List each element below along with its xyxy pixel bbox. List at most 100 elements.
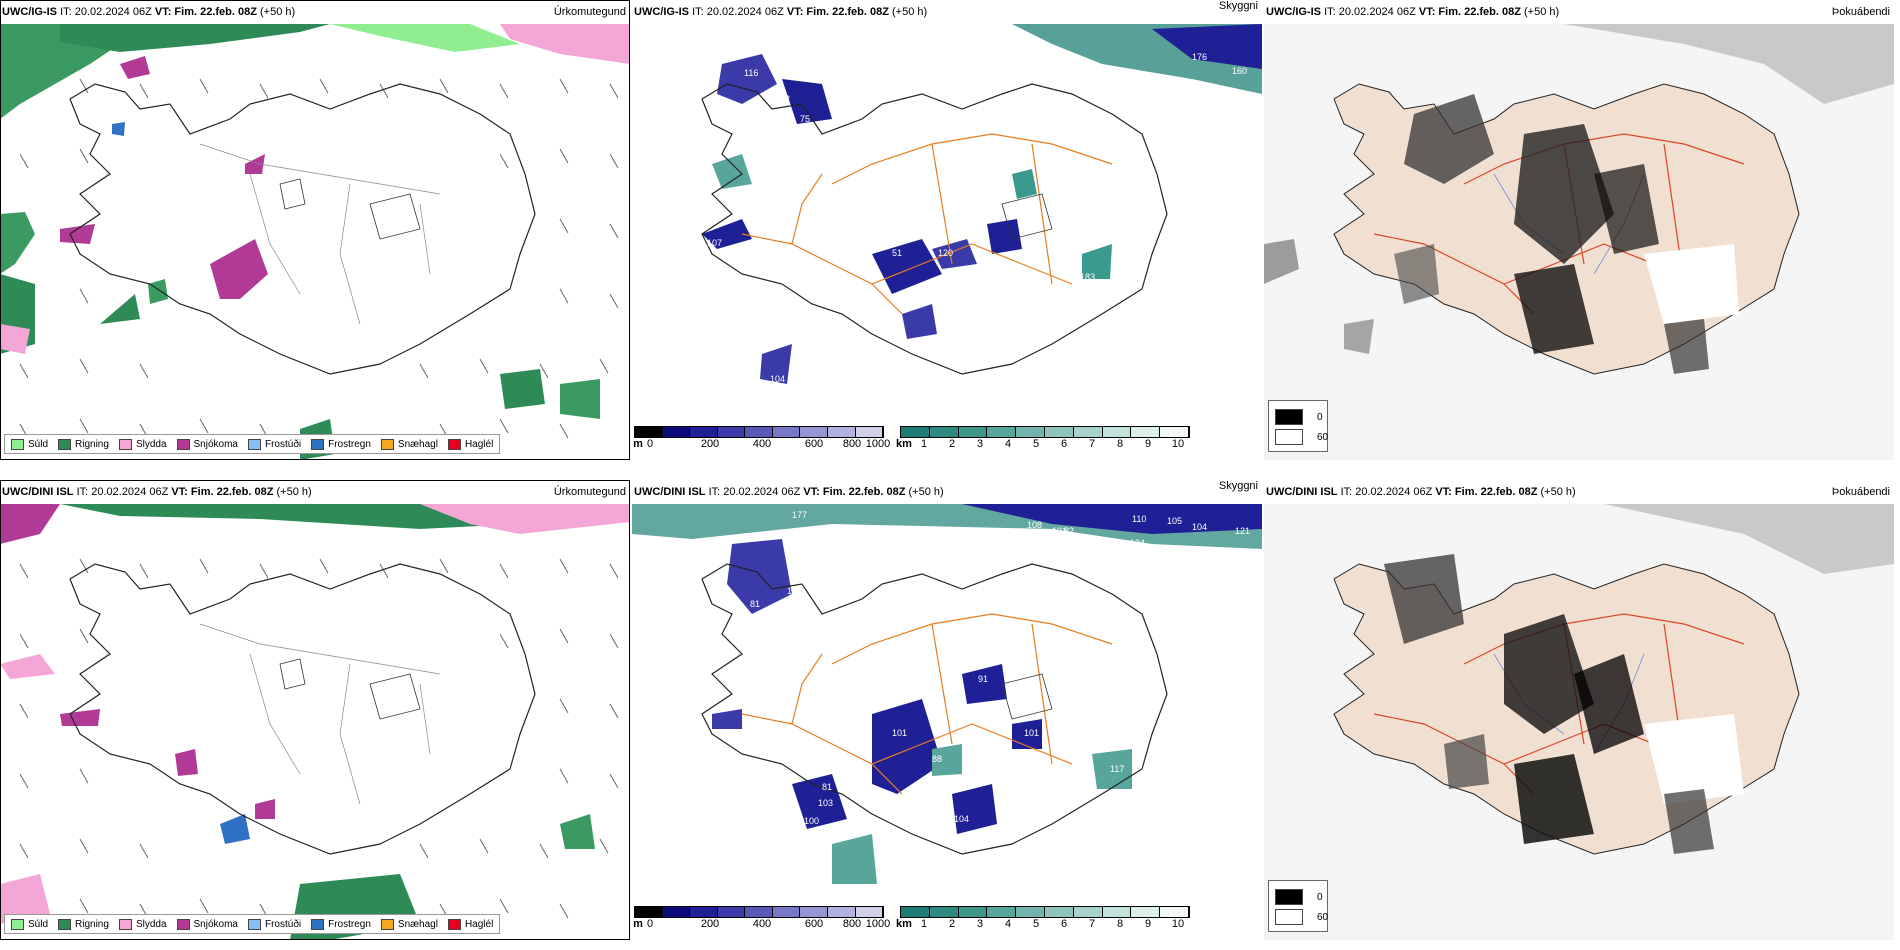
cloud-base-scale: m 0 200 400 600 800 1000 — [633, 906, 890, 930]
legend-swatch — [118, 918, 132, 930]
cloud-base-colorbar — [634, 906, 884, 918]
scale-tick: 9 — [1144, 438, 1152, 450]
panel-title: UWC/DINI ISL IT: 20.02.2024 06Z VT: Fim.… — [1266, 486, 1576, 498]
scale-tick: 800 — [842, 918, 862, 930]
cloud-visibility-panel-dini: UWC/DINI ISL IT: 20.02.2024 06Z VT: Fim.… — [632, 480, 1262, 940]
scale-tick: 9 — [1144, 918, 1152, 930]
legend-item: Rigning — [58, 438, 109, 450]
svg-text:51: 51 — [892, 248, 902, 258]
scale-tick: 4 — [1004, 918, 1012, 930]
svg-text:104: 104 — [1192, 522, 1207, 532]
scale-tick: 200 — [700, 438, 720, 450]
svg-text:104: 104 — [954, 814, 969, 824]
panel-title: UWC/IG-IS IT: 20.02.2024 06Z VT: Fim. 22… — [634, 6, 928, 18]
precip-map — [0, 504, 630, 940]
precip-type-title: Úrkomutegund — [553, 6, 626, 18]
legend-item: Snjókoma — [176, 438, 238, 450]
fog-title: Þokuábendi — [1831, 486, 1890, 498]
legend-swatch — [58, 918, 72, 930]
scale-tick: 1000 — [865, 918, 891, 930]
legend-swatch — [380, 438, 394, 450]
legend-item: Frostregn — [311, 438, 371, 450]
legend-item: Súld — [11, 438, 48, 450]
legend-swatch — [11, 918, 24, 930]
svg-text:101: 101 — [1052, 526, 1067, 536]
legend-item: Slydda — [118, 918, 167, 930]
svg-text:91: 91 — [978, 674, 988, 684]
scale-tick: 1000 — [865, 438, 891, 450]
legend-swatch — [447, 438, 461, 450]
svg-text:183: 183 — [1080, 272, 1095, 282]
legend-swatch — [176, 918, 190, 930]
svg-text:177: 177 — [792, 510, 807, 520]
svg-text:43: 43 — [814, 186, 824, 196]
legend-swatch — [247, 438, 261, 450]
precip-panel-dini: UWC/DINI ISL IT: 20.02.2024 06Z VT: Fim.… — [0, 480, 630, 940]
precip-panel-ig: UWC/IG-IS IT: 20.02.2024 06Z VT: Fim. 22… — [0, 0, 630, 460]
svg-text:88: 88 — [932, 754, 942, 764]
scale-tick: 0 — [646, 918, 654, 930]
svg-text:131: 131 — [720, 388, 735, 398]
legend-swatch — [118, 438, 132, 450]
svg-text:110: 110 — [1132, 514, 1146, 524]
svg-text:138: 138 — [910, 816, 925, 826]
scale-unit: m — [633, 438, 643, 450]
svg-text:81: 81 — [822, 782, 832, 792]
svg-text:100: 100 — [804, 816, 819, 826]
scale-tick: 0 — [646, 438, 654, 450]
svg-text:120: 120 — [938, 248, 953, 258]
scale-tick: 8 — [1116, 918, 1124, 930]
svg-text:108: 108 — [1027, 520, 1042, 530]
legend-item: Frostúði — [247, 918, 301, 930]
svg-text:116: 116 — [744, 68, 758, 78]
legend-swatch — [176, 438, 190, 450]
svg-text:131: 131 — [1072, 66, 1087, 76]
scale-tick: 2 — [948, 438, 956, 450]
svg-text:134: 134 — [1130, 538, 1145, 548]
svg-text:235: 235 — [712, 274, 727, 284]
svg-text:101: 101 — [1024, 728, 1039, 738]
fog-panel-ig: UWC/IG-IS IT: 20.02.2024 06Z VT: Fim. 22… — [1264, 0, 1894, 460]
legend-swatch — [311, 918, 325, 930]
svg-text:111: 111 — [787, 586, 801, 596]
visibility-title: Skyggni — [1218, 480, 1258, 492]
svg-text:117: 117 — [1110, 764, 1124, 774]
cloud-base-colorbar — [634, 426, 884, 438]
legend-item: Snjókoma — [176, 918, 238, 930]
scale-tick: 800 — [842, 438, 862, 450]
legend-item: Snæhagl — [380, 918, 438, 930]
svg-text:51: 51 — [877, 181, 887, 191]
precip-map — [0, 24, 630, 460]
legend-item: Slydda — [118, 438, 167, 450]
scale-tick: 200 — [700, 918, 720, 930]
fog-swatch-60 — [1275, 429, 1303, 445]
scale-tick: 600 — [804, 918, 824, 930]
precip-type-title: Úrkomutegund — [553, 486, 626, 498]
cloud-base-map: 131 176 160 116 62 75 102 43 51 107 120 … — [701, 24, 1262, 398]
scale-tick: 4 — [1004, 438, 1012, 450]
svg-text:104: 104 — [770, 374, 785, 384]
legend-item: Haglél — [447, 438, 493, 450]
visibility-title: Skyggni — [1218, 0, 1258, 12]
svg-text:102: 102 — [782, 144, 797, 154]
scale-tick: 3 — [976, 918, 984, 930]
cloud-visibility-panel-ig: UWC/IG-IS IT: 20.02.2024 06Z VT: Fim. 22… — [632, 0, 1262, 460]
svg-text:101: 101 — [892, 728, 907, 738]
panel-title: UWC/DINI ISL IT: 20.02.2024 06Z VT: Fim.… — [2, 486, 312, 498]
legend-item: Haglél — [447, 918, 493, 930]
cloud-base-scale: m 0 200 400 600 800 1000 — [633, 426, 890, 450]
scale-tick: 5 — [1032, 918, 1040, 930]
legend-swatch — [380, 918, 394, 930]
scale-unit: km — [896, 918, 912, 930]
svg-text:160: 160 — [1232, 66, 1247, 76]
panel-title: UWC/DINI ISL IT: 20.02.2024 06Z VT: Fim.… — [634, 486, 944, 498]
legend-swatch — [447, 918, 461, 930]
precip-type-legend: Súld Rigning Slydda Snjókoma Frostúði Fr… — [4, 914, 501, 934]
fog-legend: 0 60 — [1268, 400, 1328, 452]
scale-unit: m — [633, 918, 643, 930]
legend-item: Frostregn — [311, 918, 371, 930]
fog-panel-dini: UWC/DINI ISL IT: 20.02.2024 06Z VT: Fim.… — [1264, 480, 1894, 940]
fog-swatch-0 — [1275, 409, 1303, 425]
legend-item: Súld — [11, 918, 48, 930]
visibility-scale: km 1 2 3 4 5 6 7 8 9 10 — [896, 426, 1190, 450]
